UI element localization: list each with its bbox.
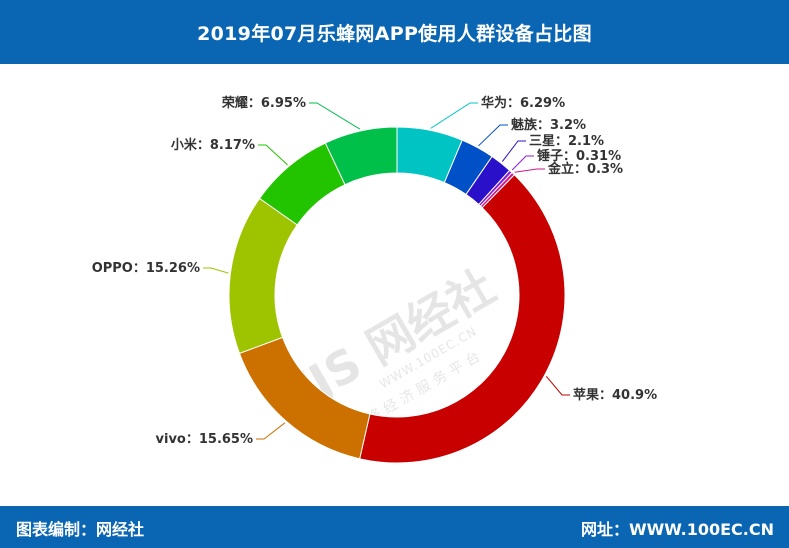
slices <box>228 126 566 464</box>
data-label-魅族: 魅族：3.2% <box>511 117 586 133</box>
data-label-小米: 小米：8.17% <box>171 137 255 153</box>
data-label-华为: 华为：6.29% <box>481 95 565 111</box>
data-labels: 华为：6.29% 魅族：3.2%三星：2.1%锤子：0.31%金立：0.3% 苹果：… <box>92 95 657 447</box>
data-label-苹果: 苹果：40.9% <box>573 387 657 403</box>
footer-source: 图表编制：网经社 <box>16 520 145 539</box>
data-label-vivo: vivo：15.65% <box>156 432 253 447</box>
data-label-锤子: 锤子：0.31% <box>536 148 621 164</box>
data-label-三星: 三星：2.1% <box>529 134 604 149</box>
slice-荣耀 <box>324 126 398 186</box>
data-label-OPPO: OPPO：15.26% <box>92 261 200 276</box>
leader-line-锤子 <box>511 155 534 171</box>
leader-line-三星 <box>501 140 526 162</box>
footer-url: 网址：WWW.100EC.CN <box>580 520 774 539</box>
leader-line-金立 <box>514 168 545 173</box>
slice-苹果 <box>359 174 566 464</box>
donut-chart: WJS 网经社 WWW.100EC.CN 网络经济服务平台 华为：6.29%魅族… <box>92 95 657 464</box>
data-label-荣耀: 荣耀：6.95% <box>221 95 306 111</box>
leader-line-魅族 <box>478 124 508 147</box>
leader-lines <box>203 102 570 440</box>
slice-OPPO <box>228 197 298 355</box>
chart-title: 2019年07月乐蜂网APP使用人群设备占比图 <box>197 22 592 45</box>
leader-line-小米 <box>258 144 288 166</box>
leader-line-苹果 <box>545 375 570 396</box>
leader-line-OPPO <box>203 267 229 274</box>
leader-line-vivo <box>256 422 286 440</box>
chart-footer: 图表编制：网经社 网址：WWW.100EC.CN <box>0 506 789 548</box>
chart-header: 2019年07月乐蜂网APP使用人群设备占比图 <box>0 0 789 64</box>
data-label-金立: 金立：0.3% <box>547 161 623 177</box>
chart-area: WJS 网经社 WWW.100EC.CN 网络经济服务平台 华为：6.29% 魅族… <box>0 64 789 506</box>
leader-line-华为 <box>430 102 478 129</box>
leader-line-荣耀 <box>309 102 361 130</box>
